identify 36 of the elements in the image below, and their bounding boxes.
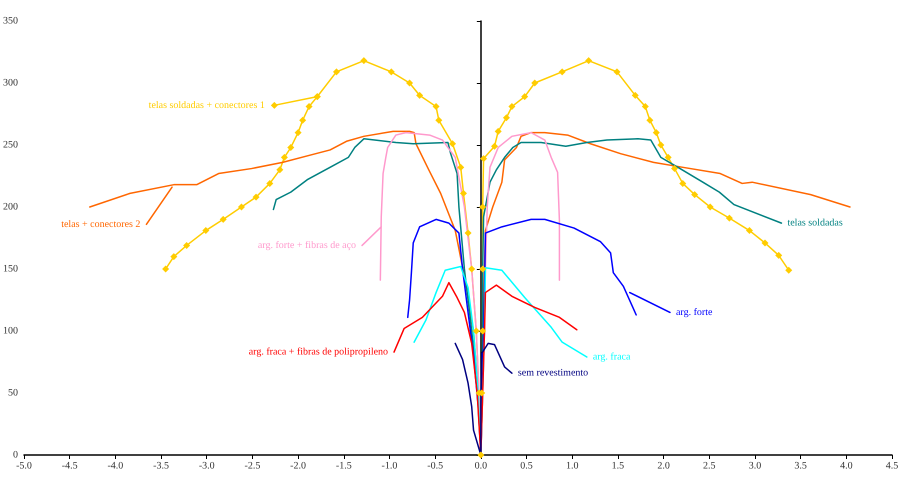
- y-tick-label: 350: [3, 16, 18, 26]
- x-tick-label: -1.0: [382, 460, 398, 472]
- x-tick-label: -2.5: [244, 460, 260, 472]
- x-tick-label: -1.5: [336, 460, 352, 472]
- series-label: arg. fraca: [592, 352, 631, 363]
- x-tick-label: 2.0: [657, 460, 670, 472]
- x-tick-label: 0.5: [520, 460, 533, 472]
- y-tick-label: 150: [3, 264, 18, 274]
- series-label: arg. forte: [676, 306, 713, 318]
- series-label: telas soldadas + conectores 1: [148, 100, 265, 111]
- x-tick-label: -2.0: [290, 460, 306, 472]
- x-tick-label: 4.0: [840, 460, 853, 472]
- x-tick-label: -3.0: [198, 460, 215, 472]
- x-tick-label: -0.5: [427, 460, 444, 472]
- x-tick-label: 0.0: [474, 460, 488, 472]
- y-tick-label: 50: [8, 388, 18, 398]
- x-tick-label: 3.0: [748, 460, 762, 472]
- y-tick-label: 250: [3, 140, 18, 150]
- x-tick-label: -3.5: [153, 460, 169, 472]
- x-tick-label: -4.0: [107, 460, 124, 472]
- x-tick-label: 1.0: [566, 460, 578, 472]
- series-label: arg. fraca + fibras de polipropileno: [248, 346, 388, 358]
- y-tick-label: 100: [3, 326, 18, 336]
- y-tick-label: 200: [3, 202, 18, 212]
- series-label: telas soldadas: [787, 218, 843, 229]
- x-tick-label: -4.5: [62, 460, 78, 472]
- y-tick-label: 300: [3, 78, 18, 88]
- x-tick-label: 2.5: [703, 460, 716, 472]
- x-tick-label: -5.0: [16, 460, 32, 472]
- x-tick-label: 3.5: [794, 460, 807, 472]
- series-label: telas + conectores 2: [61, 218, 140, 230]
- x-tick-label: 4.5: [886, 460, 898, 472]
- series-label: sem revestimento: [518, 368, 588, 379]
- x-tick-label: 1.5: [612, 460, 624, 472]
- series-label: arg. forte + fibras de aço: [258, 240, 356, 251]
- y-tick-label: 0: [13, 450, 18, 460]
